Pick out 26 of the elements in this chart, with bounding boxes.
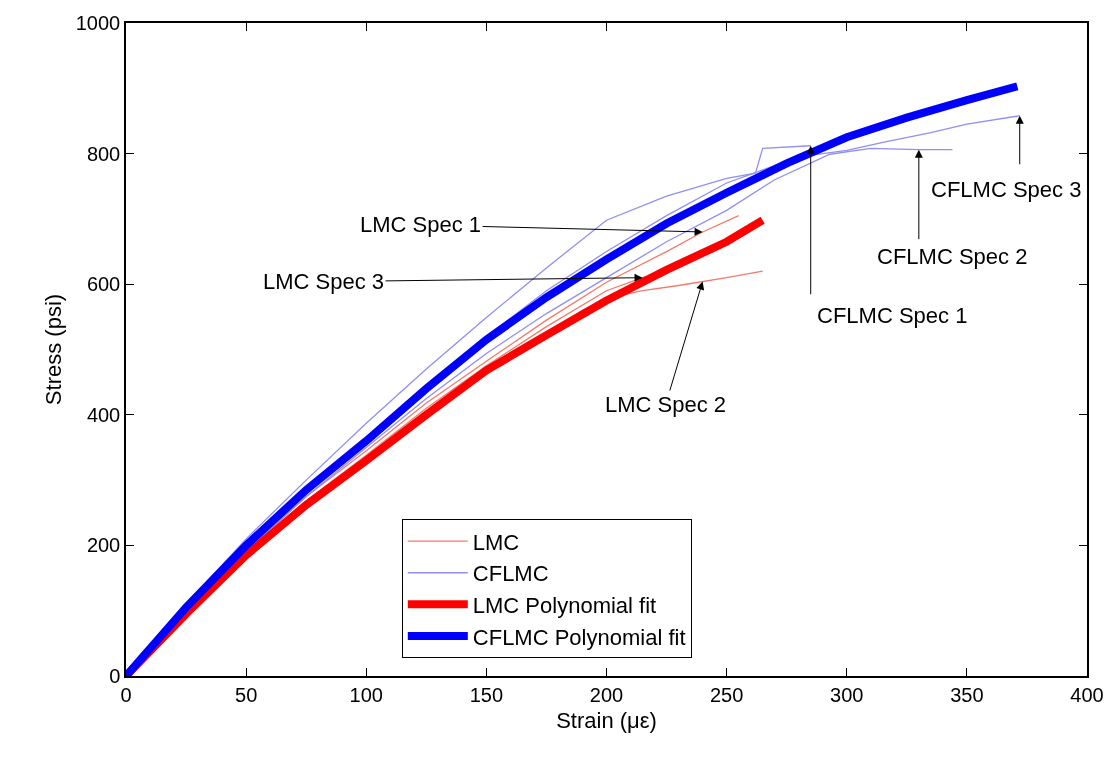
legend-label: LMC xyxy=(472,529,520,555)
x-axis-title: Strain (με) xyxy=(556,708,657,734)
annotation: CFLMC Spec 3 xyxy=(931,177,1082,202)
x-tick-label: 400 xyxy=(1070,683,1104,706)
x-tick-label: 150 xyxy=(469,683,504,706)
y-tick-label: 200 xyxy=(86,534,121,557)
annotation: CFLMC Spec 1 xyxy=(817,303,968,328)
y-axis-title: Stress (psi) xyxy=(41,293,67,406)
x-tick-label: 100 xyxy=(349,683,383,706)
y-tick-label: 1000 xyxy=(75,12,121,34)
legend-label: CFLMC xyxy=(472,561,549,587)
annotation: LMC Spec 1 xyxy=(360,212,482,237)
y-tick-label: 0 xyxy=(109,665,121,687)
y-tick-label: 800 xyxy=(86,142,121,165)
legend-label: LMC Polynomial fit xyxy=(472,592,657,618)
annotation: LMC Spec 3 xyxy=(263,269,385,294)
x-tick-label: 350 xyxy=(950,683,984,706)
x-tick-label: 200 xyxy=(589,683,624,706)
x-tick-label: 50 xyxy=(235,683,258,706)
legend-label: CFLMC Polynomial fit xyxy=(472,624,686,650)
y-tick-label: 400 xyxy=(86,403,121,426)
annotation: LMC Spec 2 xyxy=(605,392,727,417)
x-tick-label: 300 xyxy=(830,683,864,706)
x-tick-label: 250 xyxy=(709,683,744,706)
annotation: CFLMC Spec 2 xyxy=(877,244,1028,269)
y-tick-label: 600 xyxy=(86,273,121,296)
